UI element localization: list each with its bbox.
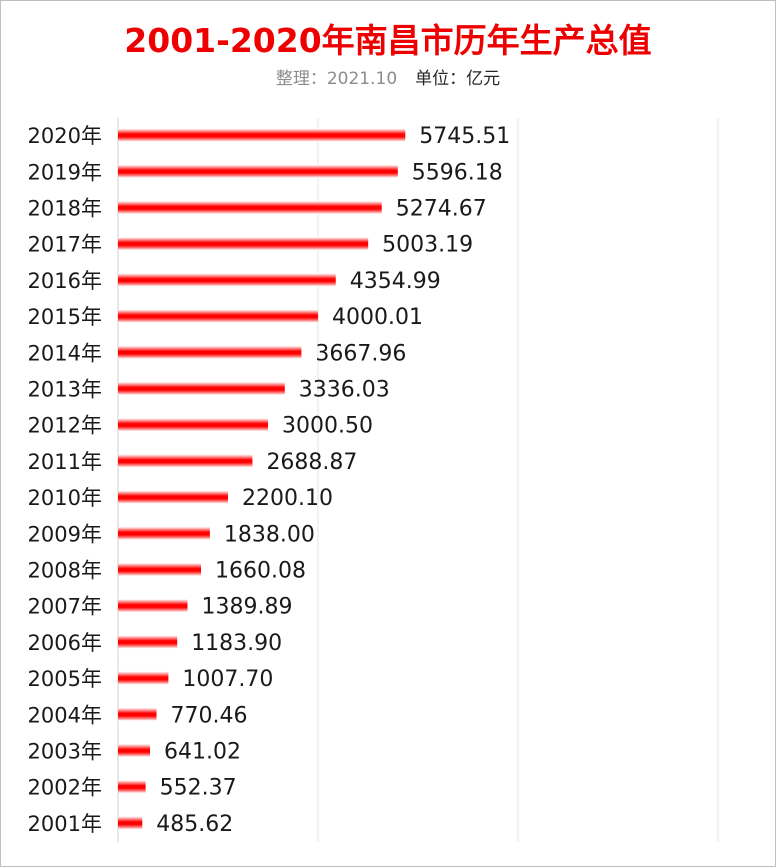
bar <box>118 707 157 721</box>
bars <box>118 128 406 830</box>
category-tick-label: 2019年 <box>28 160 102 184</box>
data-label: 2688.87 <box>266 450 357 475</box>
bar <box>118 164 398 178</box>
category-tick-label: 2020年 <box>28 124 102 148</box>
grid-lines <box>117 118 719 842</box>
bar <box>118 128 406 142</box>
bar <box>118 671 169 685</box>
category-tick-label: 2014年 <box>28 341 102 365</box>
data-label: 5596.18 <box>412 160 503 185</box>
category-tick-label: 2007年 <box>28 595 102 619</box>
bar <box>118 345 302 359</box>
category-tick-label: 2011年 <box>28 450 102 474</box>
data-label: 2200.10 <box>242 486 333 511</box>
bar <box>118 382 285 395</box>
subtitle-note: 整理：2021.10 <box>275 69 398 89</box>
category-tick-label: 2018年 <box>28 197 102 221</box>
data-label: 1660.08 <box>215 559 306 584</box>
data-label: 5745.51 <box>419 124 510 149</box>
data-label: 3667.96 <box>315 341 406 366</box>
bar <box>118 201 382 214</box>
labels: 2020年 5745.51 2019年 5596.18 2018年 5274.67 2017… <box>28 124 511 837</box>
category-tick-label: 2009年 <box>28 522 102 546</box>
category-tick-label: 2012年 <box>28 414 102 438</box>
bar <box>118 563 202 576</box>
category-tick-label: 2005年 <box>28 667 102 691</box>
data-label: 485.62 <box>156 812 233 837</box>
category-tick-label: 2017年 <box>28 233 102 257</box>
bar <box>118 418 269 432</box>
category-tick-label: 2013年 <box>28 378 102 402</box>
category-tick-label: 2016年 <box>28 269 102 293</box>
bar <box>118 635 178 649</box>
data-label: 5003.19 <box>382 233 473 258</box>
bar <box>118 237 369 251</box>
bar <box>118 273 336 287</box>
data-label: 4354.99 <box>350 269 441 294</box>
category-tick-label: 2008年 <box>28 559 102 583</box>
data-label: 641.02 <box>164 740 241 765</box>
category-tick-label: 2015年 <box>28 305 102 329</box>
category-tick-label: 2002年 <box>28 776 102 800</box>
chart-subtitle: 整理：2021.10 单位：亿元 <box>0 64 776 89</box>
category-tick-label: 2003年 <box>28 740 102 764</box>
data-label: 1838.00 <box>224 522 315 547</box>
data-label: 3336.03 <box>299 378 390 403</box>
subtitle-unit: 单位：亿元 <box>415 69 501 89</box>
category-tick-label: 2001年 <box>28 812 102 836</box>
bar <box>118 454 253 468</box>
bar <box>118 599 188 613</box>
data-label: 5274.67 <box>396 197 487 222</box>
data-label: 1389.89 <box>201 595 292 620</box>
data-label: 1183.90 <box>191 631 282 656</box>
chart-title: 2001-2020年南昌市历年生产总值 <box>124 21 652 60</box>
data-label: 770.46 <box>171 703 248 728</box>
bar <box>118 744 151 757</box>
bar <box>118 780 146 794</box>
category-tick-label: 2006年 <box>28 631 102 655</box>
category-tick-label: 2004年 <box>28 703 102 727</box>
data-label: 552.37 <box>160 776 237 801</box>
bar <box>118 526 210 540</box>
bar <box>118 816 143 830</box>
data-label: 4000.01 <box>332 305 423 330</box>
bar <box>118 490 229 504</box>
bar <box>118 309 319 323</box>
data-label: 3000.50 <box>282 414 373 439</box>
category-tick-label: 2010年 <box>28 486 102 510</box>
data-label: 1007.70 <box>182 667 273 692</box>
